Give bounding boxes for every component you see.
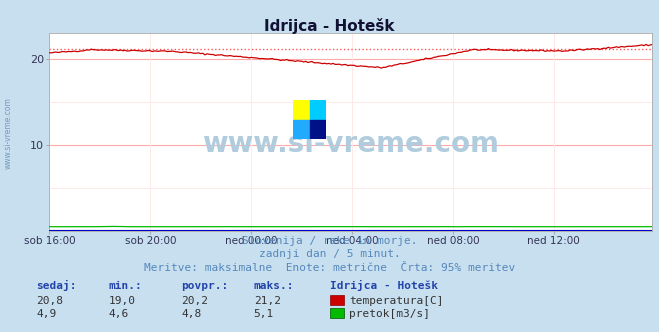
Text: 4,6: 4,6 (109, 309, 129, 319)
Bar (310, 120, 326, 139)
Text: 21,2: 21,2 (254, 296, 281, 306)
Text: 4,8: 4,8 (181, 309, 202, 319)
Bar (293, 100, 310, 120)
Text: temperatura[C]: temperatura[C] (349, 296, 444, 306)
Bar (310, 100, 326, 120)
Text: 20,8: 20,8 (36, 296, 63, 306)
Text: 5,1: 5,1 (254, 309, 274, 319)
Text: maks.:: maks.: (254, 281, 294, 291)
Bar (293, 120, 310, 139)
Text: povpr.:: povpr.: (181, 281, 229, 291)
Text: sedaj:: sedaj: (36, 280, 76, 291)
Text: 20,2: 20,2 (181, 296, 208, 306)
Text: min.:: min.: (109, 281, 142, 291)
Text: Meritve: maksimalne  Enote: metrične  Črta: 95% meritev: Meritve: maksimalne Enote: metrične Črta… (144, 263, 515, 273)
Text: pretok[m3/s]: pretok[m3/s] (349, 309, 430, 319)
Text: Idrijca - Hotešk: Idrijca - Hotešk (264, 18, 395, 34)
Text: Slovenija / reke in morje.: Slovenija / reke in morje. (242, 236, 417, 246)
Text: zadnji dan / 5 minut.: zadnji dan / 5 minut. (258, 249, 401, 259)
Text: Idrijca - Hotešk: Idrijca - Hotešk (330, 280, 438, 291)
Text: www.si-vreme.com: www.si-vreme.com (3, 97, 13, 169)
Text: www.si-vreme.com: www.si-vreme.com (202, 130, 500, 158)
Text: 4,9: 4,9 (36, 309, 57, 319)
Text: 19,0: 19,0 (109, 296, 136, 306)
